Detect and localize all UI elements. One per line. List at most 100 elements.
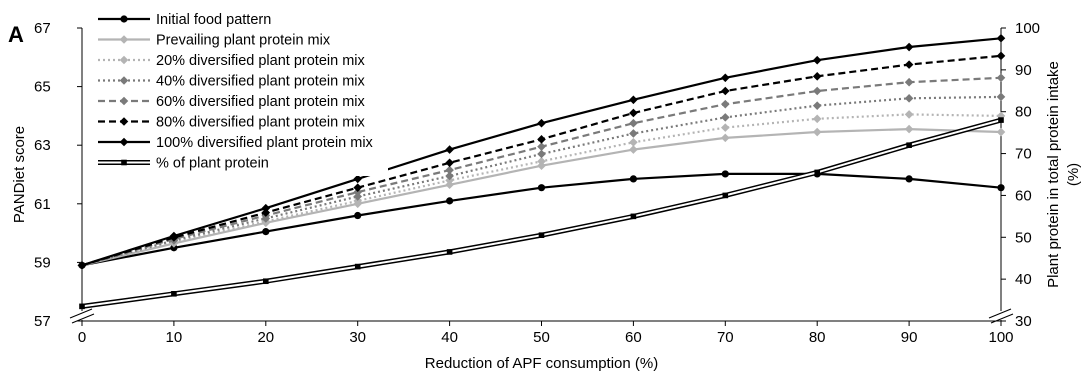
data-point bbox=[261, 203, 271, 213]
data-point bbox=[445, 171, 454, 181]
y-tick-label: 63 bbox=[34, 137, 51, 154]
data-point bbox=[996, 92, 1006, 102]
data-point bbox=[445, 176, 454, 185]
data-point bbox=[722, 192, 729, 199]
data-point bbox=[996, 111, 1006, 121]
data-point bbox=[353, 183, 362, 192]
legend-label: 60% diversified plant protein mix bbox=[156, 94, 365, 110]
data-point bbox=[629, 118, 638, 128]
y-tick-label: 65 bbox=[34, 79, 51, 96]
data-point bbox=[721, 113, 730, 122]
data-point bbox=[630, 213, 637, 220]
axes-group: 0 10 20 30 40 50 60 70 80 90 100 57 59 61 63 65 67 30 40 50… bbox=[34, 20, 1040, 346]
legend-item: 20% diversified plant protein mix bbox=[98, 53, 365, 69]
data-point bbox=[997, 184, 1005, 192]
x-tick-label: 0 bbox=[78, 329, 86, 346]
data-point bbox=[121, 159, 127, 166]
data-point bbox=[537, 149, 546, 159]
data-point bbox=[537, 142, 546, 151]
panel-label: A bbox=[8, 22, 24, 47]
y-axis-title: PANDiet score bbox=[11, 126, 28, 223]
data-point bbox=[998, 117, 1004, 123]
legend-item: 40% diversified plant protein mix bbox=[98, 74, 365, 90]
data-point bbox=[629, 137, 638, 147]
x-tick-label: 30 bbox=[349, 329, 366, 346]
y2-axis-title-line-1: Plant protein in total protein intake bbox=[1045, 61, 1062, 288]
data-point bbox=[353, 196, 362, 206]
series-6 bbox=[77, 51, 1006, 270]
data-point bbox=[119, 137, 129, 147]
y2-tick-label: 60 bbox=[1015, 187, 1032, 204]
axis-break-mark bbox=[988, 308, 1014, 324]
data-point bbox=[904, 124, 914, 134]
legend-item: Prevailing plant protein mix bbox=[98, 33, 331, 49]
series-7 bbox=[77, 33, 1006, 270]
data-point bbox=[904, 77, 914, 87]
data-point bbox=[812, 55, 822, 65]
data-point bbox=[721, 133, 730, 143]
data-point bbox=[169, 231, 179, 241]
legend-item: Initial food pattern bbox=[98, 12, 271, 28]
x-tick-label: 100 bbox=[988, 329, 1013, 346]
data-point bbox=[721, 123, 730, 132]
legend-label: % of plant protein bbox=[156, 156, 269, 172]
legend-item: % of plant protein bbox=[98, 156, 269, 172]
data-point bbox=[538, 232, 545, 238]
data-point bbox=[904, 110, 914, 119]
series-8 bbox=[79, 117, 1004, 310]
data-point bbox=[537, 161, 546, 171]
y2-tick-label: 30 bbox=[1015, 313, 1032, 330]
legend-item: 60% diversified plant protein mix bbox=[98, 94, 365, 110]
legend-label: 80% diversified plant protein mix bbox=[156, 115, 365, 131]
y-tick-label: 61 bbox=[34, 196, 51, 213]
legend-item: 100% diversified plant protein mix bbox=[98, 135, 374, 151]
data-point bbox=[721, 99, 730, 109]
data-point bbox=[537, 184, 546, 192]
x-tick-label: 40 bbox=[441, 329, 458, 346]
data-point bbox=[812, 101, 822, 110]
data-point bbox=[445, 145, 454, 154]
data-point bbox=[77, 261, 87, 270]
legend-label: 20% diversified plant protein mix bbox=[156, 53, 365, 69]
data-point bbox=[119, 117, 129, 126]
legend-background bbox=[88, 8, 388, 176]
data-point bbox=[629, 108, 638, 118]
data-point bbox=[812, 86, 822, 96]
data-point bbox=[354, 263, 361, 270]
series-1 bbox=[78, 170, 1005, 269]
data-point bbox=[629, 175, 638, 183]
data-point bbox=[119, 76, 129, 85]
data-point bbox=[629, 95, 638, 105]
data-point bbox=[996, 51, 1006, 61]
data-point bbox=[721, 86, 730, 96]
data-point bbox=[812, 72, 822, 81]
legend-label: 100% diversified plant protein mix bbox=[156, 135, 374, 151]
legend-item: 80% diversified plant protein mix bbox=[98, 115, 365, 131]
data-point bbox=[263, 278, 269, 285]
data-point bbox=[171, 290, 177, 297]
data-point bbox=[170, 244, 178, 252]
data-point bbox=[904, 42, 914, 52]
data-point bbox=[812, 127, 822, 137]
data-point bbox=[446, 249, 453, 255]
y2-tick-label: 70 bbox=[1015, 146, 1032, 163]
data-point bbox=[904, 60, 914, 69]
legend-label: Initial food pattern bbox=[156, 12, 271, 28]
data-point bbox=[904, 94, 914, 103]
data-point bbox=[353, 174, 362, 184]
series-group bbox=[77, 33, 1006, 310]
data-point bbox=[354, 211, 362, 220]
x-tick-label: 20 bbox=[257, 329, 274, 346]
y-tick-label: 59 bbox=[34, 254, 51, 271]
data-point bbox=[353, 192, 362, 201]
data-point bbox=[721, 73, 730, 83]
data-point bbox=[119, 55, 129, 65]
data-point bbox=[262, 228, 270, 236]
data-point bbox=[629, 129, 638, 138]
y-tick-label: 67 bbox=[34, 20, 51, 37]
data-point bbox=[905, 175, 913, 183]
x-tick-label: 90 bbox=[901, 329, 918, 346]
x-tick-label: 50 bbox=[533, 329, 550, 346]
data-point bbox=[79, 303, 85, 310]
